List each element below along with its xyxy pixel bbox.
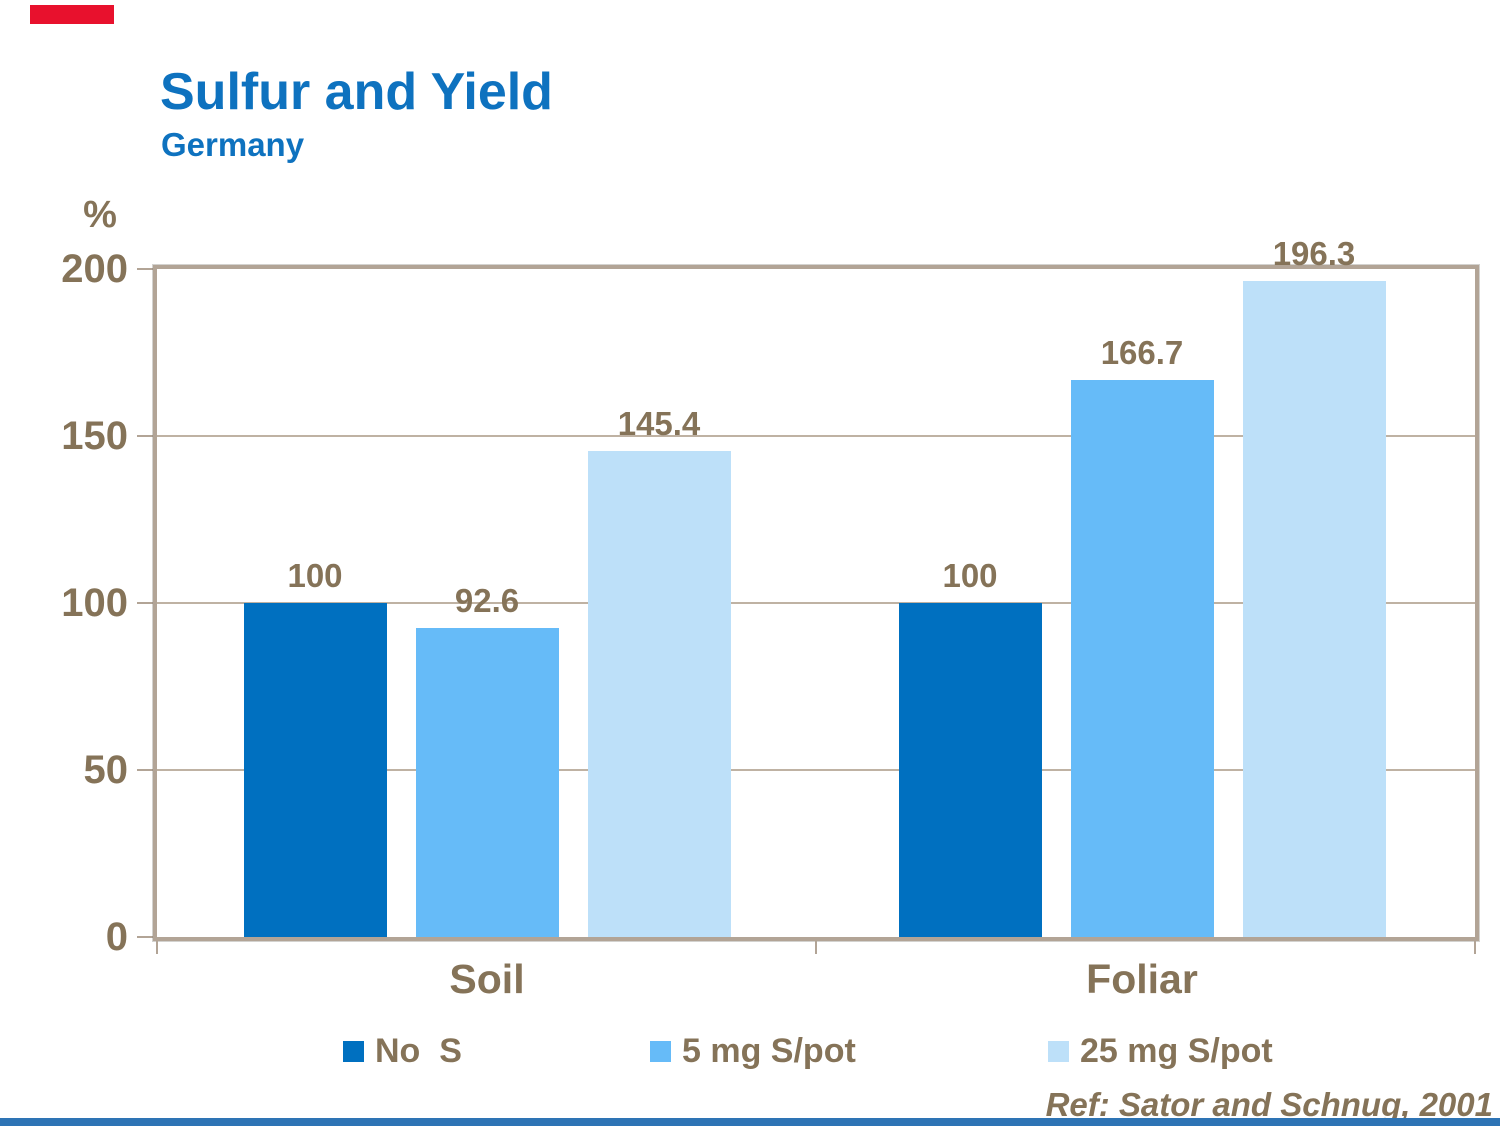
bar-soil-3 xyxy=(587,451,731,937)
y-tick-mark-0 xyxy=(137,936,153,938)
y-tick-label-150: 150 xyxy=(61,414,128,458)
gridline-100 xyxy=(157,602,1475,604)
y-tick-mark-200 xyxy=(137,268,153,270)
x-tick-mark-1 xyxy=(815,941,817,954)
bar-value-label: 100 xyxy=(287,557,343,594)
red-accent-bar xyxy=(30,5,114,24)
plot-area: 100 92.6 145.4 100 166.7 196.3 xyxy=(153,235,1479,941)
y-tick-label-0: 0 xyxy=(105,915,128,959)
y-tick-mark-50 xyxy=(137,769,153,771)
reference-citation: Ref: Sator and Schnug, 2001 xyxy=(1045,1086,1493,1123)
x-tick-mark-0 xyxy=(156,941,158,954)
legend-item-1: No S xyxy=(343,1032,462,1070)
bar-foliar-1 xyxy=(898,603,1042,937)
legend-swatch-3 xyxy=(1048,1040,1069,1062)
legend-label-1: No S xyxy=(375,1032,462,1070)
footer-band xyxy=(0,1118,1500,1126)
legend-label-2: 5 mg S/pot xyxy=(682,1032,856,1070)
bar-soil-1 xyxy=(243,603,387,937)
slide-subtitle: Germany xyxy=(161,126,305,163)
slide-title: Sulfur and Yield xyxy=(160,63,553,121)
legend-item-2: 5 mg S/pot xyxy=(650,1032,856,1070)
category-label-foliar: Foliar xyxy=(1086,956,1198,1002)
bar-soil-2 xyxy=(415,627,559,937)
x-tick-mark-2 xyxy=(1474,941,1476,954)
legend-label-3: 25 mg S/pot xyxy=(1080,1032,1273,1070)
bar-value-label: 92.6 xyxy=(454,581,520,619)
bar-value-label: 100 xyxy=(942,557,998,594)
legend-item-3: 25 mg S/pot xyxy=(1048,1032,1273,1070)
y-tick-mark-150 xyxy=(137,435,153,437)
bar-foliar-3 xyxy=(1242,281,1386,937)
bar-value-label: 166.7 xyxy=(1100,334,1184,372)
gridline-150 xyxy=(157,435,1475,437)
bar-value-label: 196.3 xyxy=(1272,235,1356,273)
y-tick-label-100: 100 xyxy=(61,581,128,625)
legend-swatch-1 xyxy=(343,1040,364,1062)
y-tick-label-50: 50 xyxy=(83,748,129,792)
gridline-50 xyxy=(157,769,1475,771)
y-axis-unit-label: % xyxy=(83,194,117,236)
y-tick-mark-100 xyxy=(137,602,153,604)
y-tick-label-200: 200 xyxy=(61,247,128,291)
bar-foliar-2 xyxy=(1070,380,1214,937)
bar-value-label: 145.4 xyxy=(617,405,701,443)
legend-swatch-2 xyxy=(650,1040,671,1062)
category-label-soil: Soil xyxy=(449,956,525,1002)
